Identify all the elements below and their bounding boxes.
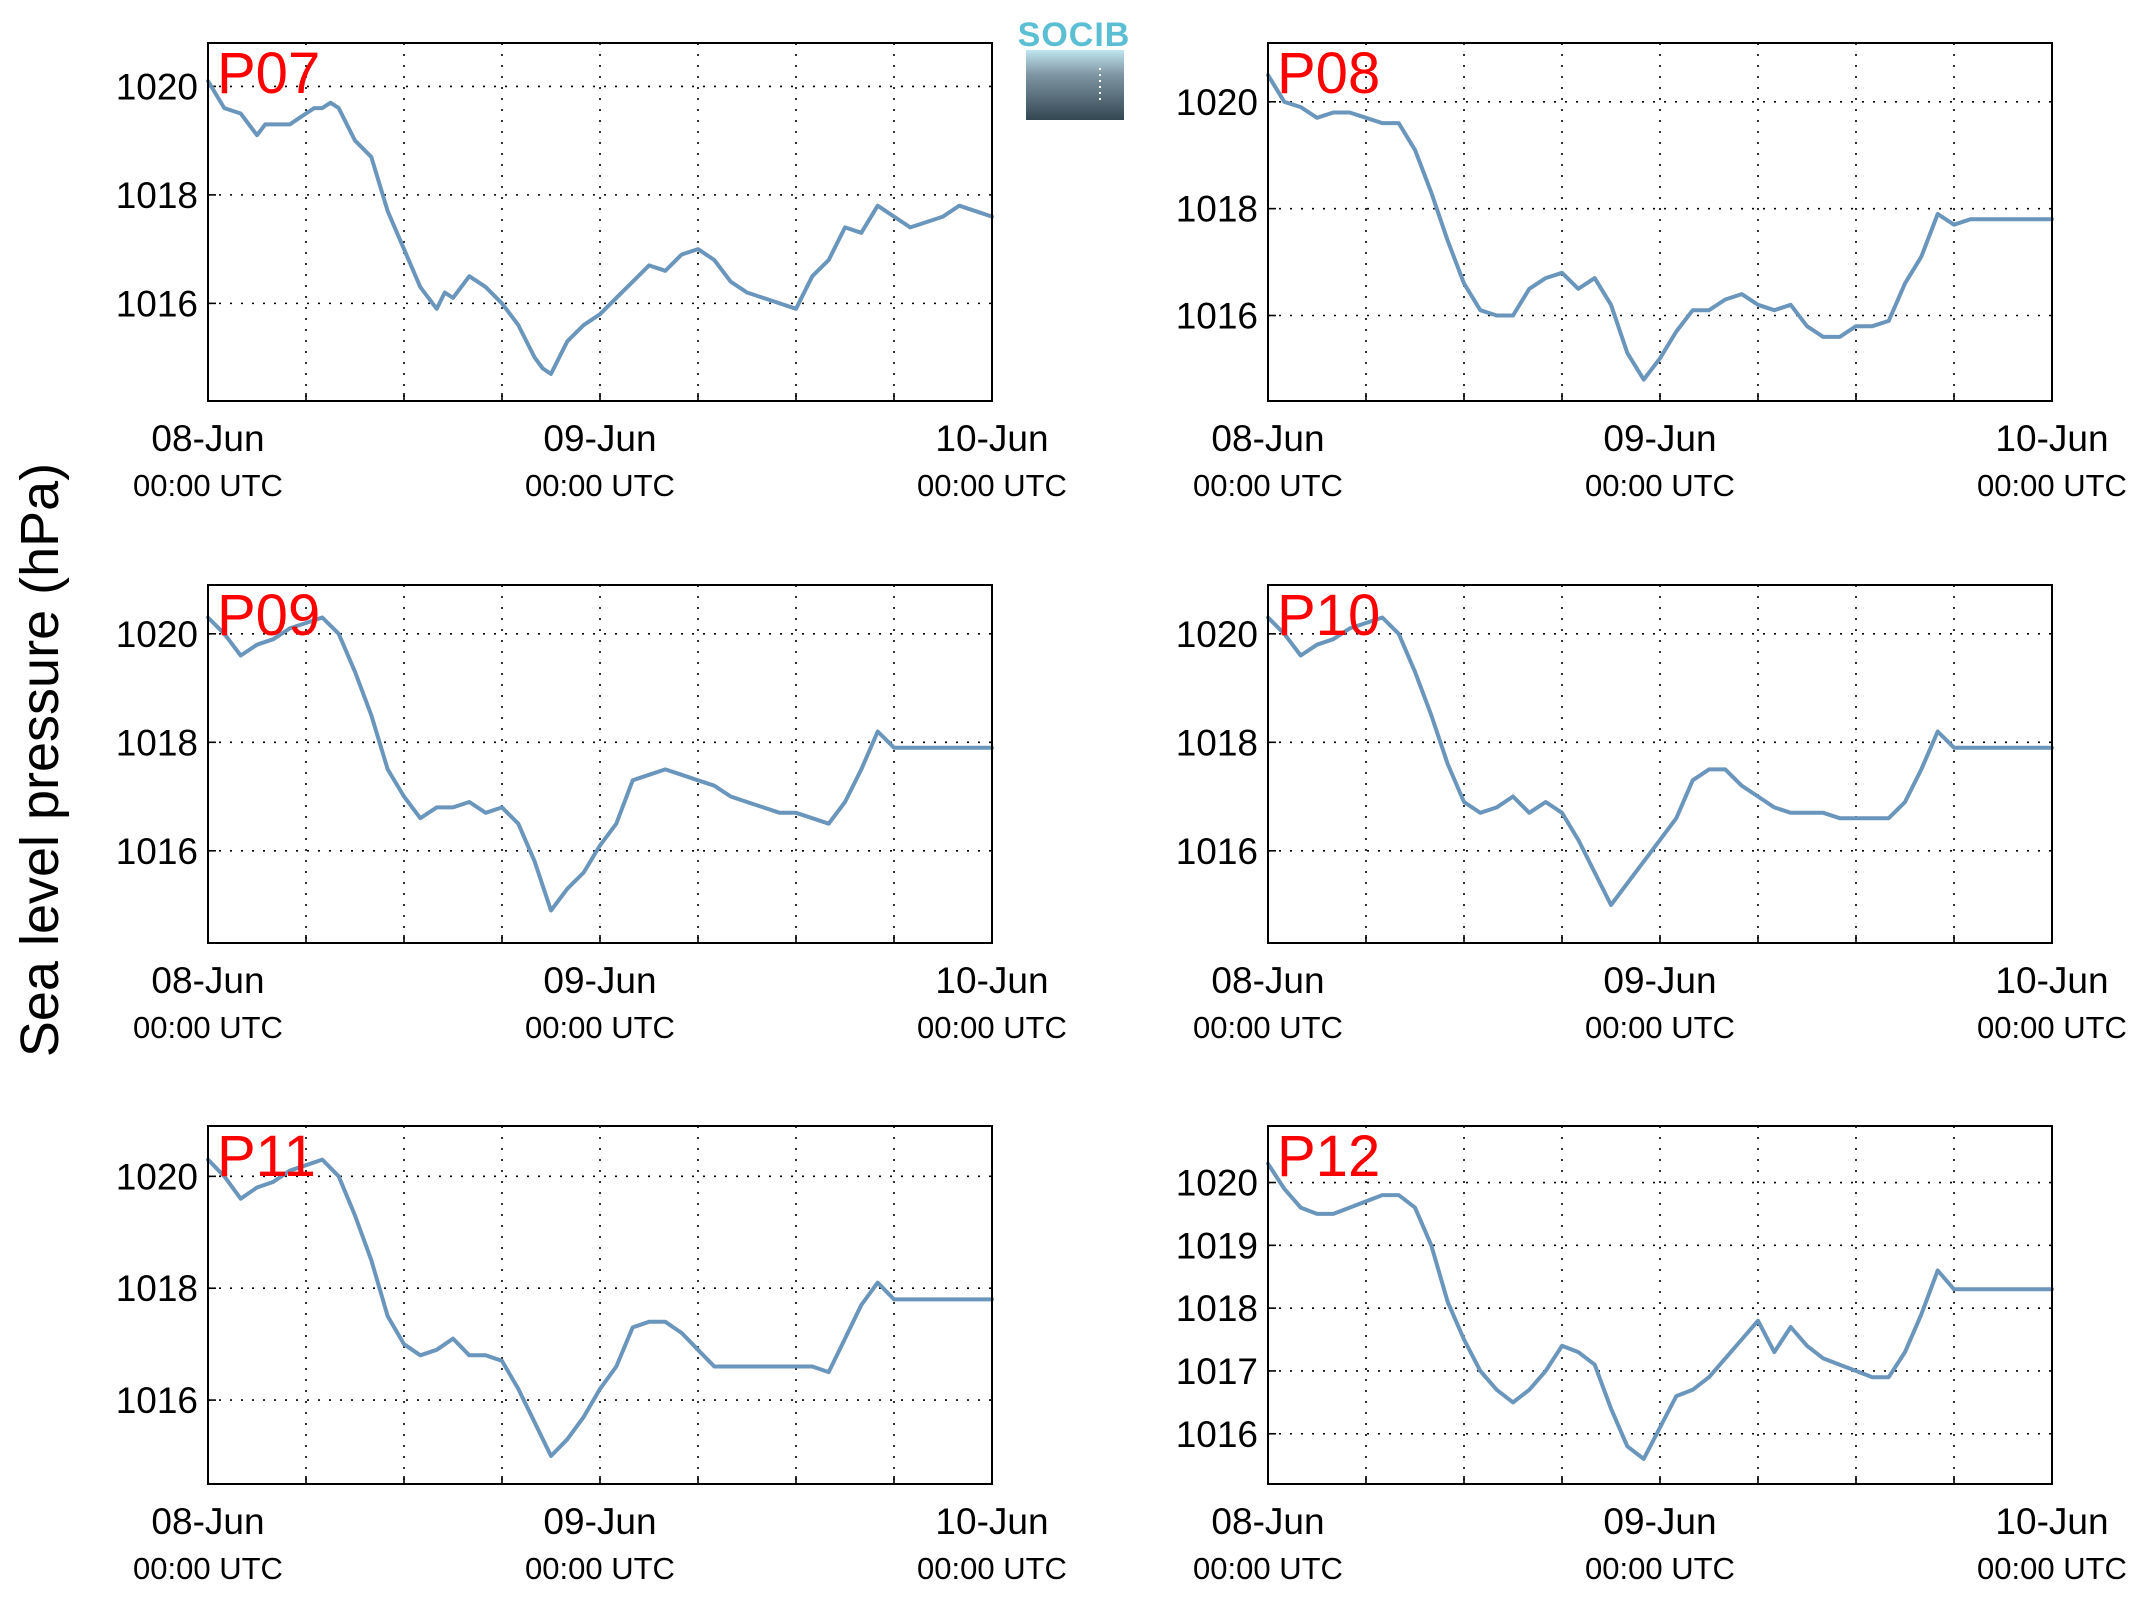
y-tick-label: 1020: [1176, 614, 1258, 655]
station-label: P10: [1277, 583, 1380, 648]
x-tick-label-time: 00:00 UTC: [1585, 468, 1735, 503]
plot-frame: [207, 42, 993, 402]
x-tick-label-time: 00:00 UTC: [1585, 1010, 1735, 1045]
plot-frame: [207, 584, 993, 944]
y-tick-label: 1018: [116, 722, 198, 763]
y-tick-label: 1016: [1176, 296, 1258, 337]
x-tick-label-time: 00:00 UTC: [1193, 1551, 1343, 1586]
y-tick-label: 1020: [1176, 1163, 1258, 1204]
x-tick-label-time: 00:00 UTC: [917, 1010, 1067, 1045]
x-tick-label-date: 09-Jun: [1603, 418, 1716, 459]
x-tick-label-time: 00:00 UTC: [525, 468, 675, 503]
y-tick-label: 1018: [1176, 189, 1258, 230]
chart-panel-p07: 1016 1018 1020 08-Jun 00:00 UTC 09-Jun 00:00 U…: [116, 41, 1067, 503]
x-tick-label-time: 00:00 UTC: [1193, 468, 1343, 503]
plot-frame: [1267, 584, 2053, 944]
chart-panel-p11: 1016 1018 1020 08-Jun 00:00 UTC 09-Jun 00:00 U…: [116, 1124, 1067, 1586]
x-tick-label-date: 10-Jun: [1995, 418, 2108, 459]
x-tick-label-date: 09-Jun: [543, 418, 656, 459]
x-tick-label-time: 00:00 UTC: [1977, 1551, 2127, 1586]
y-tick-label: 1016: [1176, 1414, 1258, 1455]
x-tick-label-time: 00:00 UTC: [1193, 1010, 1343, 1045]
x-tick-label-date: 09-Jun: [1603, 960, 1716, 1001]
x-tick-label-time: 00:00 UTC: [1585, 1551, 1735, 1586]
chart-panel-p08: 1016 1018 1020 08-Jun 00:00 UTC 09-Jun 00:00 U…: [1176, 41, 2127, 503]
y-tick-label: 1016: [116, 831, 198, 872]
x-tick-label-date: 08-Jun: [151, 418, 264, 459]
station-label: P12: [1277, 1124, 1380, 1189]
plot-frame: [1267, 42, 2053, 402]
x-tick-label-date: 10-Jun: [1995, 1501, 2108, 1542]
x-tick-label-date: 08-Jun: [1211, 960, 1324, 1001]
chart-panel-p12: 1016 1017 1018 1019 1020 08-Jun 00:00 UTC 09-Ju…: [1176, 1124, 2127, 1586]
x-tick-label-date: 10-Jun: [1995, 960, 2108, 1001]
x-tick-label-date: 09-Jun: [1603, 1501, 1716, 1542]
plot-frame: [207, 1125, 993, 1485]
x-tick-label-date: 10-Jun: [935, 960, 1048, 1001]
x-tick-label-time: 00:00 UTC: [133, 1010, 283, 1045]
y-axis-label: Sea level pressure (hPa): [10, 463, 70, 1057]
series-line-p09: [206, 615, 994, 913]
station-label: P08: [1277, 41, 1380, 106]
station-label: P11: [217, 1124, 316, 1189]
series-line-p11: [206, 1157, 994, 1458]
x-tick-label-date: 09-Jun: [543, 1501, 656, 1542]
plot-frame: [1267, 1125, 2053, 1485]
y-tick-label: 1016: [116, 283, 198, 324]
y-tick-label: 1016: [116, 1380, 198, 1421]
y-tick-label: 1020: [116, 1156, 198, 1197]
y-tick-label: 1018: [116, 175, 198, 216]
x-tick-label-date: 08-Jun: [151, 960, 264, 1001]
y-tick-label: 1019: [1176, 1225, 1258, 1266]
station-label: P07: [217, 41, 320, 106]
x-tick-label-time: 00:00 UTC: [133, 468, 283, 503]
x-tick-label-time: 00:00 UTC: [133, 1551, 283, 1586]
y-tick-label: 1018: [1176, 722, 1258, 763]
series-line-p08: [1266, 73, 2054, 382]
x-tick-label-time: 00:00 UTC: [917, 468, 1067, 503]
y-tick-label: 1016: [1176, 831, 1258, 872]
x-tick-label-time: 00:00 UTC: [1977, 468, 2127, 503]
x-tick-label-time: 00:00 UTC: [525, 1010, 675, 1045]
x-tick-label-date: 08-Jun: [1211, 418, 1324, 459]
y-tick-label: 1018: [1176, 1288, 1258, 1329]
x-tick-label-date: 08-Jun: [151, 1501, 264, 1542]
socib-logo: SOCIB: [1018, 16, 1131, 120]
y-tick-label: 1020: [1176, 82, 1258, 123]
x-tick-label-date: 10-Jun: [935, 1501, 1048, 1542]
x-tick-label-time: 00:00 UTC: [917, 1551, 1067, 1586]
chart-panel-p10: 1016 1018 1020 08-Jun 00:00 UTC 09-Jun 00:00 U…: [1176, 583, 2127, 1045]
x-tick-label-date: 09-Jun: [543, 960, 656, 1001]
x-tick-label-time: 00:00 UTC: [1977, 1010, 2127, 1045]
series-line-p07: [206, 79, 994, 376]
y-tick-label: 1017: [1176, 1351, 1258, 1392]
x-tick-label-date: 08-Jun: [1211, 1501, 1324, 1542]
y-tick-label: 1018: [116, 1268, 198, 1309]
y-tick-label: 1020: [116, 614, 198, 655]
y-tick-label: 1020: [116, 66, 198, 107]
x-tick-label-date: 10-Jun: [935, 418, 1048, 459]
chart-panel-p09: 1016 1018 1020 08-Jun 00:00 UTC 09-Jun 00:00 U…: [116, 583, 1067, 1045]
socib-logo-text: SOCIB: [1018, 16, 1131, 54]
series-line-p12: [1266, 1161, 2054, 1461]
series-line-p10: [1266, 615, 2054, 907]
x-tick-label-time: 00:00 UTC: [525, 1551, 675, 1586]
station-label: P09: [217, 583, 320, 648]
socib-logo-mark: [1026, 50, 1124, 120]
